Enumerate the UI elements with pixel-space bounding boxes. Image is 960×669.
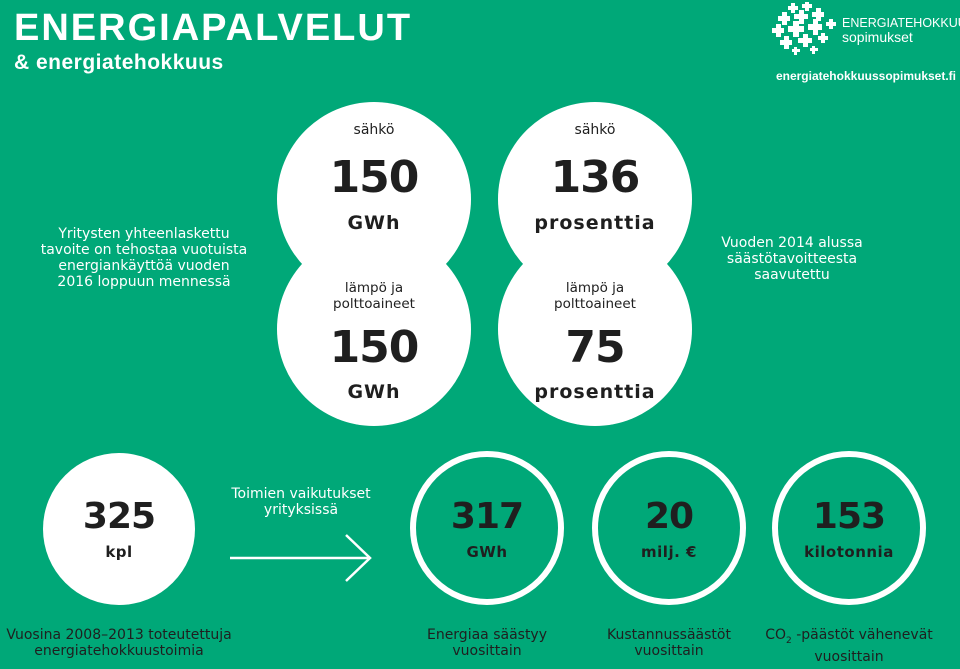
page-subtitle: & energiatehokkuus [14, 51, 224, 74]
effect-energy-value: 317 [450, 496, 524, 537]
website-link[interactable]: energiatehokkuussopimukset.fi [775, 69, 956, 83]
co2-suffix: -päästöt vähenevät vuosittain [791, 627, 933, 665]
arrow-right-icon [228, 532, 378, 582]
target-electricity-unit: GWh [347, 212, 401, 234]
logo-icon [770, 2, 838, 56]
target-heat-circle [277, 232, 471, 426]
target-electricity-label: sähkö [353, 122, 395, 138]
effect-cost-ring [592, 451, 746, 605]
achieved-heat-unit: prosenttia [534, 381, 656, 403]
effect-energy-unit: GWh [466, 543, 508, 561]
effect-cost-unit: milj. € [641, 543, 697, 561]
achieved-heat-label: lämpö ja polttoaineet [554, 280, 636, 312]
target-heat-value: 150 [329, 322, 420, 373]
effects-label: Toimien vaikutukset yrityksissä [231, 486, 371, 518]
effect-co2-value: 153 [812, 496, 886, 537]
logo-line-2: sopimukset [842, 29, 913, 45]
target-description: Yritysten yhteenlaskettu tavoite on teho… [40, 226, 248, 290]
actions-unit: kpl [105, 543, 133, 561]
actions-circle [43, 453, 195, 605]
achieved-heat-circle [498, 232, 692, 426]
effect-co2-ring [772, 451, 926, 605]
logo-text: ENERGIATEHOKKUUS- sopimukset [842, 16, 960, 44]
achieved-electricity-label: sähkö [574, 122, 616, 138]
actions-caption: Vuosina 2008–2013 toteutettuja energiate… [6, 627, 232, 659]
achieved-heat-value: 75 [565, 322, 625, 373]
logo-line-1: ENERGIATEHOKKUUS- [842, 16, 960, 30]
target-heat-label: lämpö ja polttoaineet [333, 280, 415, 312]
achieved-description: Vuoden 2014 alussa säästötavoitteesta sa… [721, 235, 863, 283]
effect-co2-unit: kilotonnia [804, 543, 894, 561]
effect-cost-value: 20 [644, 496, 694, 537]
effect-energy-ring [410, 451, 564, 605]
effect-co2-caption: CO2 -päästöt vähenevät vuosittain [764, 627, 934, 665]
effect-energy-caption: Energiaa säästyy vuosittain [426, 627, 548, 659]
page-title: ENERGIAPALVELUT [14, 7, 413, 49]
effect-cost-caption: Kustannussäästöt vuosittain [607, 627, 731, 659]
actions-value: 325 [82, 496, 156, 537]
target-heat-unit: GWh [347, 381, 401, 403]
co2-subscript: 2 [786, 635, 792, 646]
co2-prefix: CO [765, 627, 787, 643]
achieved-electricity-value: 136 [550, 152, 641, 203]
target-electricity-value: 150 [329, 152, 420, 203]
achieved-electricity-unit: prosenttia [534, 212, 656, 234]
